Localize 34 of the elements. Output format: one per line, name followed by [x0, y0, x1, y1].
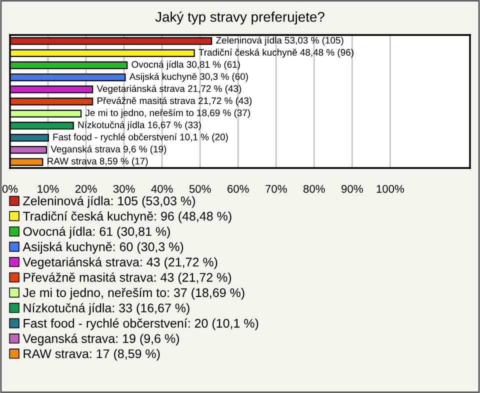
data-label: Fast food - rychlé občerstvení 10,1 % (20)	[53, 133, 228, 142]
data-label: Ovocná jídla 30,81 % (61)	[132, 60, 240, 70]
legend-label: Fast food - rychlé občerstvení: 20 (10,1 %)	[24, 318, 258, 330]
x-tick-label: 70%	[266, 184, 287, 193]
data-label: Asijská kuchyně 30,3 % (60)	[129, 72, 248, 82]
legend-label: Veganská strava: 19 (9,6 %)	[22, 334, 179, 346]
data-label: Zeleninová jídla 53,03 % (105)	[216, 36, 344, 46]
x-tick-label: 100%	[376, 184, 404, 193]
data-label: Vegetariánská strava 21,72 % (43)	[96, 84, 242, 94]
x-tick-label: 30%	[113, 184, 135, 193]
legend-label: RAW strava: 17 (8,59 %)	[24, 348, 160, 361]
x-tick-label: 0%	[2, 184, 18, 193]
data-label: Tradiční česká kuchyně 48,48 % (96)	[198, 48, 354, 58]
data-label: Nízkotučná jídla 16,67 % (33)	[78, 121, 201, 130]
legend-label: Ovocná jídla: 61 (30,81 %)	[23, 226, 170, 238]
data-label: Veganská strava 9,6 % (19)	[50, 145, 166, 154]
legend-label: Převážně masitá strava: 43 (21,72 %)	[24, 272, 232, 284]
legend-label: Zeleninová jídla: 105 (53,03 %)	[23, 196, 195, 208]
legend-label: Tradiční česká kuchyně: 96 (48,48 %)	[23, 211, 232, 224]
data-label: Převážně masitá strava 21,72 % (43)	[98, 97, 252, 106]
x-tick-label: 60%	[228, 184, 249, 193]
x-tick-label: 20%	[75, 184, 97, 193]
x-tick-label: 50%	[189, 184, 211, 193]
x-tick-label: 80%	[303, 184, 325, 193]
legend-label: Je mi to jedno, neřeším to: 37 (18,69 %)	[22, 288, 244, 300]
data-label: RAW strava 8,59 % (17)	[48, 158, 148, 166]
x-tick-label: 90%	[342, 184, 363, 193]
data-label: Je mi to jedno, neřeším to 18,69 % (37)	[85, 109, 250, 118]
x-tick-label: 10%	[38, 184, 59, 193]
legend-label: Nízkotučná jídla: 33 (16,67 %)	[24, 303, 190, 315]
chart-title: Jaký typ stravy preferujete?	[155, 11, 324, 25]
legend-label: Vegetariánská strava: 43 (21,72 %)	[22, 257, 218, 269]
x-tick-label: 40%	[151, 184, 173, 193]
legend-label: Asijská kuchyně: 60 (30,3 %)	[22, 242, 184, 254]
